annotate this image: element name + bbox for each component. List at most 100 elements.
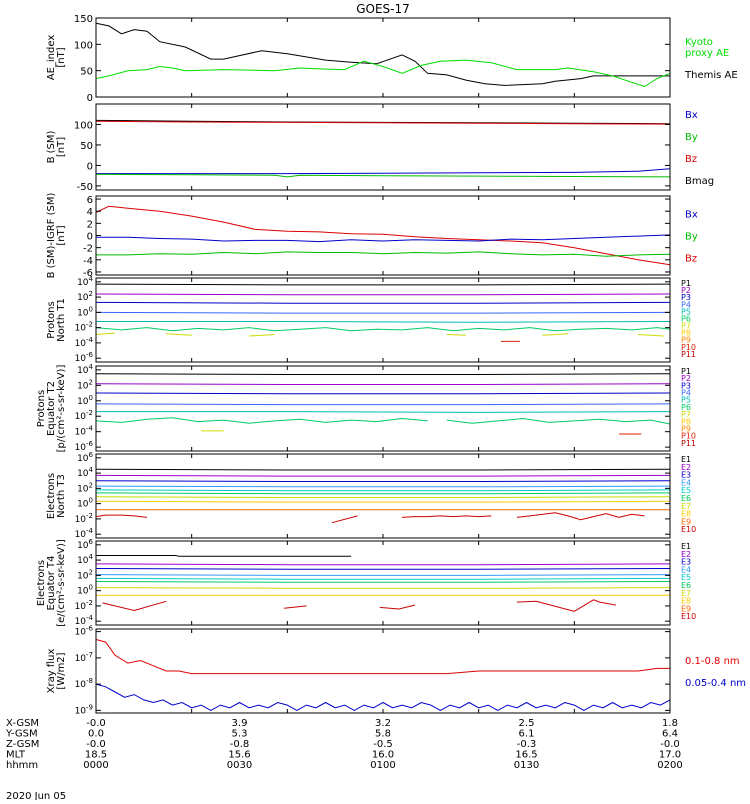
y-tick-label: 106: [77, 538, 93, 551]
y-tick-label: 10-2: [75, 512, 93, 525]
plot-title: GOES-17: [356, 2, 410, 16]
legend-item: E1: [681, 542, 691, 551]
series-line-5-4: [96, 403, 670, 406]
legend-item: E3: [681, 471, 691, 480]
legend-item: P1: [681, 367, 691, 376]
y-axis-label: Protons: [36, 390, 47, 427]
x-row-label: hhmm: [6, 760, 38, 771]
y-axis-label: Equator T4: [46, 556, 57, 611]
legend-item: Themis AE: [684, 70, 738, 81]
series-line-4-5: [96, 321, 670, 323]
series-line-5-5: [96, 411, 670, 413]
panel-3-series: [96, 205, 670, 266]
legend-item: E5: [681, 486, 691, 495]
y-tick-label: 104: [77, 363, 93, 376]
panel-4: 104 102 100 10-2 10-4 10-6 Protons North T1 P1P2…: [46, 275, 696, 364]
series-line-5-7: [446, 417, 670, 425]
series-line-7-7: [96, 587, 670, 589]
legend-item: E9: [681, 604, 691, 613]
legend-item: E7: [681, 502, 691, 511]
y-tick-label: -50: [77, 182, 93, 193]
y-axis-label: AE_index: [46, 35, 57, 81]
series-line-1-2: [96, 59, 670, 88]
y-axis-label: B (SM): [46, 130, 57, 163]
x-row-value: 0130: [514, 760, 539, 771]
x-row-value: 0000: [83, 760, 108, 771]
panel-frame: [95, 195, 671, 276]
y-axis-label: [nT]: [56, 137, 67, 157]
y-tick-label: 10-6: [75, 351, 94, 364]
legend-item: E6: [681, 494, 691, 503]
series-line-4-12: [638, 334, 664, 337]
series-line-6-7: [96, 496, 670, 498]
series-line-3-3: [96, 251, 670, 257]
panel-5: 104 102 100 10-2 10-4 10-6 Protons Equator T2 [p…: [36, 363, 696, 453]
legend-item: P6: [681, 403, 691, 412]
panel-frame: [95, 103, 671, 191]
x-row-value: 16.5: [515, 750, 537, 761]
y-tick-label: 6: [87, 195, 93, 206]
y-tick-label: 10-7: [75, 651, 93, 664]
legend-item: E4: [681, 565, 691, 574]
legend-item: P3: [681, 293, 691, 302]
y-axis-label: Protons: [46, 301, 57, 338]
series-line-4-1: [96, 283, 670, 286]
legend-item: P5: [681, 396, 691, 405]
legend-item: P2: [681, 374, 691, 383]
legend-item: P4: [681, 300, 691, 309]
y-tick-label: 2: [87, 219, 93, 230]
y-tick-label: 102: [77, 481, 93, 494]
legend-item: Bz: [685, 254, 697, 265]
legend-item: P8: [681, 417, 691, 426]
y-tick-label: 102: [77, 290, 93, 303]
legend-item: Bx: [685, 110, 698, 121]
x-row-value: 0200: [657, 760, 682, 771]
series-line-7-9: [102, 600, 167, 612]
panel-2-series: [96, 119, 670, 178]
y-tick-label: 0: [87, 93, 93, 104]
series-line-6-4: [96, 485, 670, 488]
legend-item: P8: [681, 329, 691, 338]
legend-item: Bz: [685, 154, 697, 165]
y-axis-label: Electrons: [36, 560, 47, 606]
legend-item: E1: [681, 455, 691, 464]
x-row-value: 5.3: [232, 729, 248, 740]
x-row-value: 0030: [227, 760, 252, 771]
legend-item: P11: [681, 350, 696, 359]
x-axis-table: X-GSM -0.0 3.9 3.2 2.5 1.8 Y-GSM 0.0 5.3 5.8 6.1 6.…: [5, 718, 683, 771]
y-axis-label: [nT]: [56, 225, 67, 245]
y-tick-label: 100: [74, 40, 93, 51]
y-axis-label: Xray flux: [46, 649, 57, 694]
x-row-label: MLT: [6, 750, 26, 761]
x-row-value: 0.0: [88, 729, 104, 740]
series-line-7-10: [284, 605, 307, 609]
legend-item: Bx: [685, 210, 698, 221]
series-line-5-3: [96, 392, 670, 395]
legend-item: Bmag: [685, 176, 714, 187]
legend-item: E10: [681, 612, 696, 621]
panel-1-series: [96, 22, 670, 88]
legend-item: P5: [681, 307, 691, 316]
panel-8-series: [96, 639, 670, 711]
y-tick-label: 0: [87, 161, 93, 172]
legend-item: E3: [681, 558, 691, 567]
x-row-value: 17.0: [659, 750, 681, 761]
series-line-4-2: [96, 293, 670, 296]
y-tick-label: 10-2: [75, 599, 93, 612]
legend-item: By: [685, 132, 698, 143]
x-row-value: 1.8: [662, 718, 678, 729]
panel-8: 10-6 10-7 10-8 10-9 Xray flux [W/m2] 0.1-0.8 n…: [46, 625, 746, 717]
legend-item: P9: [681, 424, 691, 433]
y-axis-label: North T1: [56, 298, 67, 342]
y-tick-label: -6: [83, 268, 93, 279]
y-tick-label: 102: [77, 568, 93, 581]
x-row-value: 6.4: [662, 729, 678, 740]
y-axis-label: [p/(cm²-s-sr-keV)]: [56, 365, 67, 453]
series-line-4-3: [96, 301, 670, 304]
x-row-value: -0.8: [230, 739, 250, 750]
x-row-value: 18.5: [85, 750, 107, 761]
legend-item: By: [685, 232, 698, 243]
